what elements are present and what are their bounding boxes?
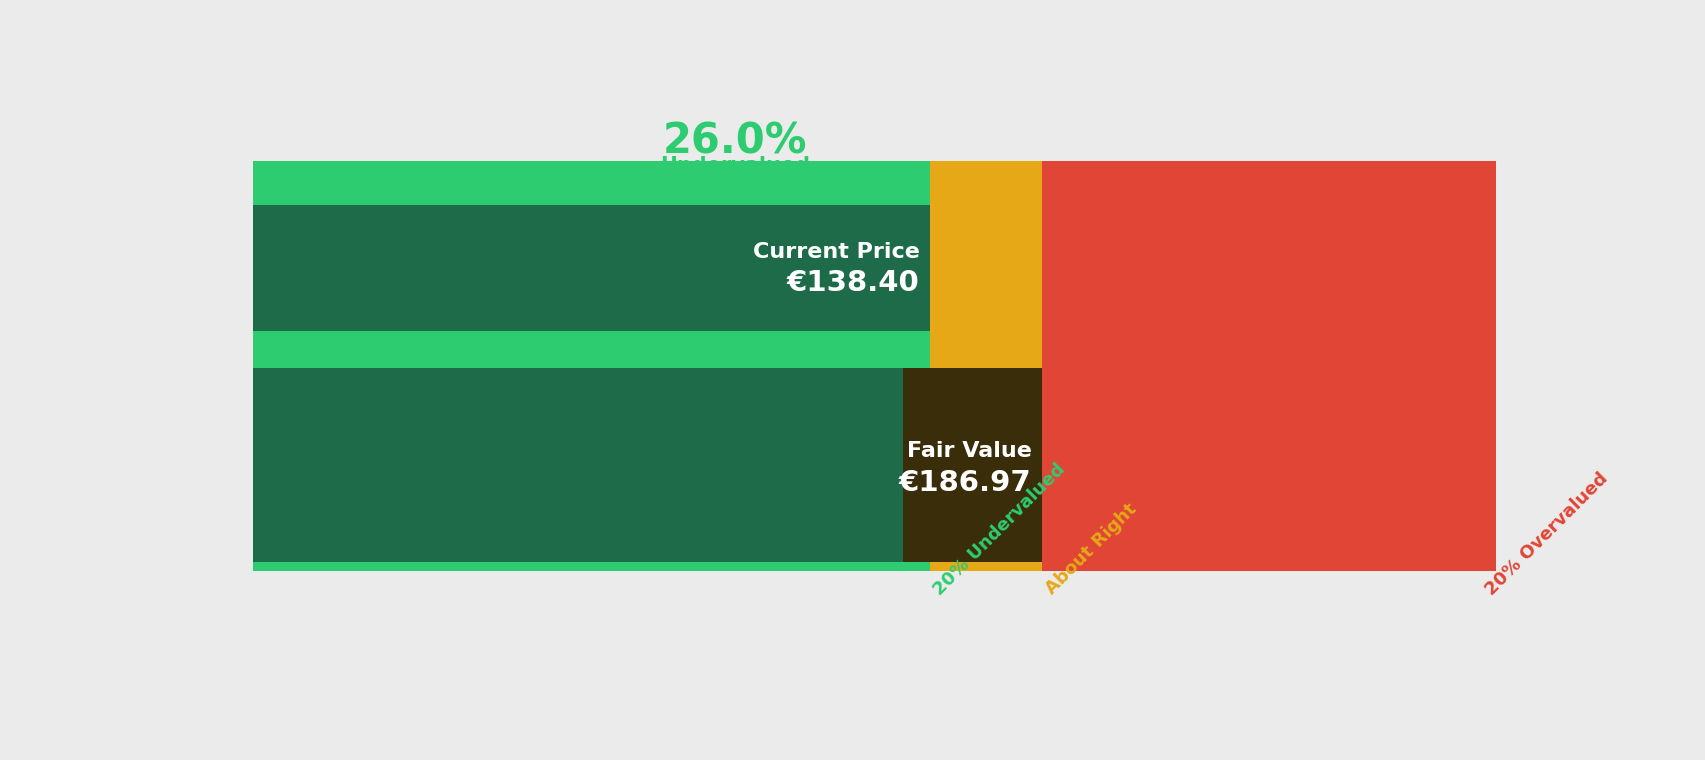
Text: Fair Value: Fair Value	[905, 441, 1032, 461]
Bar	[252, 368, 1042, 562]
Bar	[252, 161, 929, 571]
Text: Current Price: Current Price	[752, 242, 919, 262]
Bar	[252, 188, 929, 205]
Bar	[252, 562, 929, 571]
Text: €138.40: €138.40	[786, 269, 919, 297]
Bar	[1042, 161, 1495, 571]
Text: €186.97: €186.97	[899, 469, 1032, 497]
Text: 20% Undervalued: 20% Undervalued	[929, 460, 1069, 598]
Bar	[902, 368, 1042, 562]
Text: 26.0%: 26.0%	[663, 121, 806, 163]
Text: About Right: About Right	[1042, 500, 1139, 598]
Bar	[252, 352, 929, 368]
Bar	[252, 205, 929, 331]
Bar	[252, 331, 929, 340]
Bar	[929, 161, 1042, 571]
Text: Undervalued: Undervalued	[660, 156, 810, 176]
Text: 20% Overvalued: 20% Overvalued	[1482, 469, 1611, 598]
